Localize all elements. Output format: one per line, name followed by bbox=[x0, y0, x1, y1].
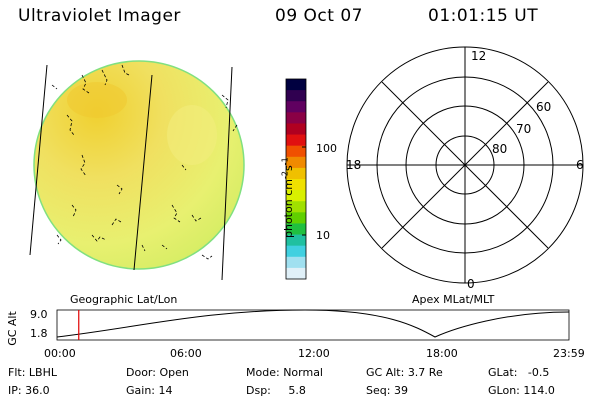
colorbar-segment bbox=[286, 245, 306, 258]
colorbar-segment bbox=[286, 79, 306, 91]
mlt-label-18: 18 bbox=[346, 158, 361, 172]
colorbar-segment bbox=[286, 256, 306, 269]
mlt-label-0: 0 bbox=[467, 277, 475, 290]
meridian-line bbox=[29, 64, 48, 256]
colorbar-segment bbox=[286, 212, 306, 224]
polar-plot: 12 6 0 18 60 70 80 bbox=[346, 46, 584, 290]
orbit-plot bbox=[56, 309, 570, 341]
time-label: 01:01:15 UT bbox=[428, 6, 539, 26]
colorbar-segment bbox=[286, 179, 306, 191]
door-info: Door: Open bbox=[126, 366, 189, 379]
colorbar-segment bbox=[286, 101, 306, 113]
mlt-label-12: 12 bbox=[471, 49, 486, 63]
lat-label-80: 80 bbox=[492, 142, 507, 156]
geographic-image bbox=[29, 60, 245, 281]
colorbar-unit-label: photon cm-2s-1 bbox=[280, 157, 295, 238]
orbit-altitude-curve bbox=[56, 309, 570, 338]
glat-info: GLat: -0.5 bbox=[488, 366, 550, 379]
gcalt-info: GC Alt: 3.7 Re bbox=[366, 366, 443, 379]
lat-label-60: 60 bbox=[536, 100, 551, 114]
gain-info: Gain: 14 bbox=[126, 384, 173, 397]
orbit-xtick-0000: 00:00 bbox=[44, 347, 76, 360]
polar-diagonal bbox=[381, 81, 549, 249]
coastlines bbox=[51, 64, 238, 260]
date-label: 09 Oct 07 bbox=[275, 6, 363, 26]
colorbar-tick-10: 10 bbox=[316, 229, 330, 242]
dsp-info: Dsp: 5.8 bbox=[246, 384, 306, 397]
colorbar-segment bbox=[286, 134, 306, 147]
meridian-line bbox=[221, 66, 233, 281]
earth-disk bbox=[33, 60, 245, 270]
orbit-ytick-high: 9.0 bbox=[30, 308, 48, 321]
colorbar-segment bbox=[286, 190, 306, 202]
orbit-xtick-0600: 06:00 bbox=[170, 347, 202, 360]
ip-info: IP: 36.0 bbox=[8, 384, 50, 397]
instrument-title: Ultraviolet Imager bbox=[18, 6, 181, 26]
colorbar-segment bbox=[286, 123, 306, 136]
colorbar-segment bbox=[286, 267, 306, 280]
colorbar-segment bbox=[286, 112, 306, 124]
apex-caption: Apex MLat/MLT bbox=[412, 293, 495, 306]
lat-label-70: 70 bbox=[516, 122, 531, 136]
geographic-caption: Geographic Lat/Lon bbox=[70, 293, 178, 306]
colorbar-tick-100: 100 bbox=[316, 142, 337, 155]
colorbar-segment bbox=[286, 156, 306, 169]
filter-info: Flt: LBHL bbox=[8, 366, 57, 379]
colorbar bbox=[285, 78, 307, 280]
colorbar-segment bbox=[286, 234, 306, 247]
seq-info: Seq: 39 bbox=[366, 384, 408, 397]
colorbar-segment bbox=[286, 90, 306, 102]
glon-info: GLon: 114.0 bbox=[488, 384, 555, 397]
orbit-xtick-1200: 12:00 bbox=[298, 347, 330, 360]
orbit-ytick-low: 1.8 bbox=[30, 327, 48, 340]
meridian-line bbox=[133, 74, 153, 271]
mlt-label-6: 6 bbox=[576, 158, 584, 172]
colorbar-segment bbox=[286, 167, 306, 180]
orbit-xtick-2359: 23:59 bbox=[553, 347, 585, 360]
mode-info: Mode: Normal bbox=[246, 366, 323, 379]
orbit-ylabel: GC Alt bbox=[5, 311, 19, 346]
colorbar-segment bbox=[286, 201, 306, 213]
orbit-xtick-1800: 18:00 bbox=[426, 347, 458, 360]
colorbar-segment bbox=[286, 145, 306, 158]
colorbar-segment bbox=[286, 223, 306, 236]
